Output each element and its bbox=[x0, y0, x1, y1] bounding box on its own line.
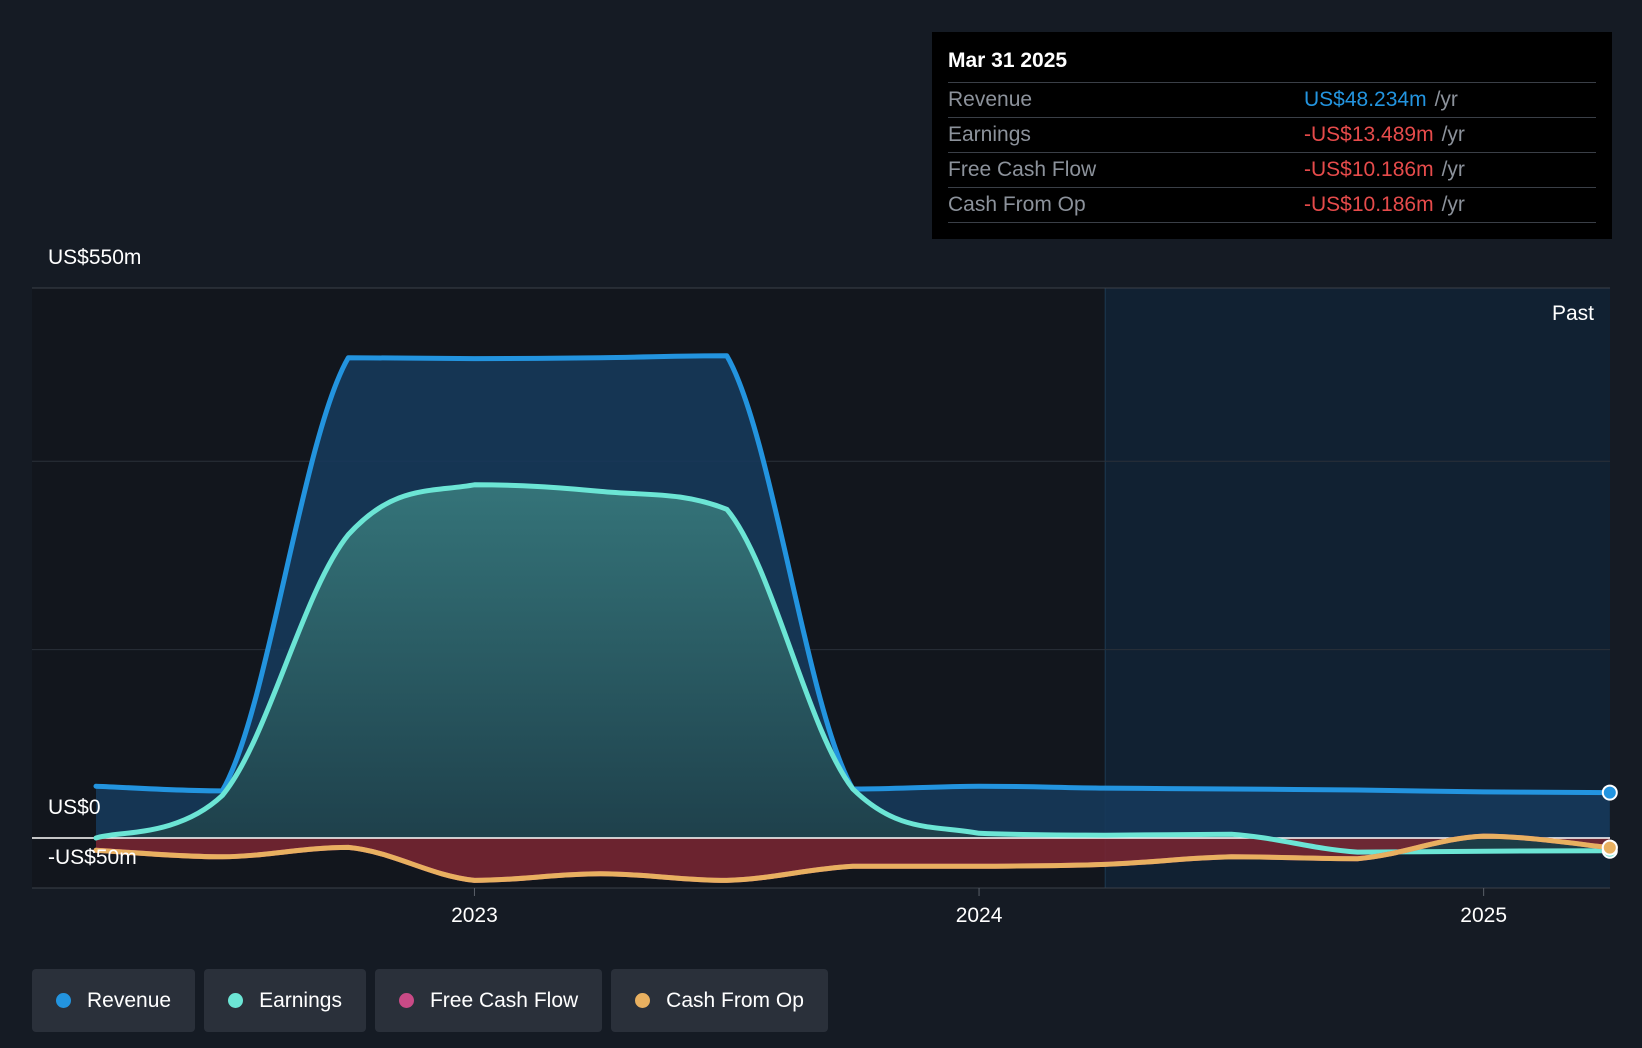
tooltip-unit: /yr bbox=[1434, 88, 1458, 111]
tooltip-value: -US$10.186m bbox=[1304, 193, 1434, 216]
area-cash-from-op bbox=[96, 836, 1610, 881]
y-axis-label: US$0 bbox=[48, 796, 101, 819]
x-axis-label: 2024 bbox=[956, 904, 1003, 927]
y-axis-labels: US$550m US$0 -US$50m bbox=[48, 246, 141, 869]
line-revenue bbox=[93, 353, 1613, 796]
line-cash-from-op bbox=[93, 833, 1613, 883]
y-axis-label: -US$50m bbox=[48, 846, 137, 869]
y-axis-label: US$550m bbox=[48, 246, 141, 269]
legend-label: Earnings bbox=[259, 988, 342, 1012]
legend-label: Cash From Op bbox=[666, 988, 804, 1012]
series-endpoints bbox=[1601, 784, 1618, 859]
x-axis-label: 2025 bbox=[1460, 904, 1507, 927]
tooltip: Mar 31 2025 Revenue US$48.234m /yr Earni… bbox=[932, 32, 1612, 239]
tooltip-row-earnings: Earnings -US$13.489m /yr bbox=[948, 118, 1596, 153]
tooltip-label: Free Cash Flow bbox=[948, 158, 1097, 181]
tooltip-row-free-cash-flow: Free Cash Flow -US$10.186m /yr bbox=[948, 153, 1596, 188]
tooltip-value: US$48.234m bbox=[1304, 88, 1427, 111]
tooltip-unit: /yr bbox=[1441, 193, 1465, 216]
endpoint-cash-from-op bbox=[1601, 839, 1618, 856]
endpoint-revenue bbox=[1601, 784, 1618, 801]
tooltip-value: -US$10.186m bbox=[1304, 158, 1434, 181]
legend-item-revenue[interactable]: Revenue bbox=[32, 969, 196, 1032]
tooltip-label: Revenue bbox=[948, 88, 1033, 111]
legend: Revenue Earnings Free Cash Flow Cash Fro… bbox=[32, 969, 828, 1032]
legend-item-free-cash-flow[interactable]: Free Cash Flow bbox=[374, 969, 603, 1032]
series-lines bbox=[93, 353, 1613, 883]
area-earnings bbox=[96, 484, 1610, 853]
tooltip-label: Cash From Op bbox=[948, 193, 1086, 216]
tooltip-label: Earnings bbox=[948, 123, 1031, 146]
x-axis-label: 2023 bbox=[451, 904, 498, 927]
legend-label: Revenue bbox=[87, 988, 172, 1012]
area-free-cash-flow bbox=[96, 836, 1610, 881]
tooltip-date: Mar 31 2025 bbox=[948, 46, 1596, 83]
tooltip-value: -US$13.489m bbox=[1304, 123, 1434, 146]
legend-dot-icon bbox=[398, 993, 414, 1008]
line-earnings bbox=[93, 482, 1613, 855]
legend-item-cash-from-op[interactable]: Cash From Op bbox=[611, 969, 828, 1032]
legend-dot-icon bbox=[228, 993, 244, 1008]
tooltip-unit: /yr bbox=[1441, 123, 1465, 146]
x-axis: 2023 2024 2025 bbox=[451, 888, 1507, 927]
past-label: Past bbox=[1552, 302, 1594, 325]
tooltip-unit: /yr bbox=[1441, 158, 1465, 181]
tooltip-row-cash-from-op: Cash From Op -US$10.186m /yr bbox=[948, 188, 1596, 223]
series-areas bbox=[96, 355, 1610, 881]
legend-dot-icon bbox=[56, 993, 71, 1008]
legend-item-earnings[interactable]: Earnings bbox=[204, 969, 366, 1032]
tooltip-row-revenue: Revenue US$48.234m /yr bbox=[948, 83, 1596, 118]
legend-label: Free Cash Flow bbox=[429, 988, 579, 1012]
legend-dot-icon bbox=[635, 993, 651, 1008]
